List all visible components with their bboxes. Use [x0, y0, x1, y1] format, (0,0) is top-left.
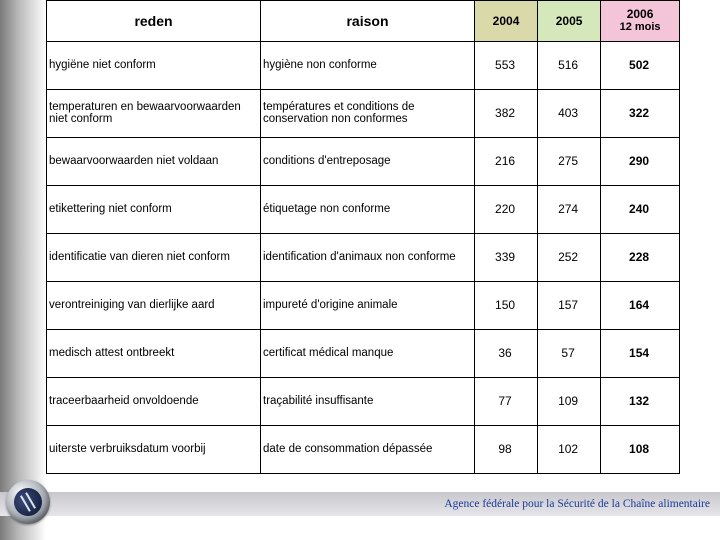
cell-2004: 339 — [475, 233, 538, 281]
table-row: traceerbaarheid onvoldoendetraçabilité i… — [47, 377, 680, 425]
table-header-row: reden raison 2004 2005 2006 12 mois — [47, 1, 680, 42]
cell-reden: traceerbaarheid onvoldoende — [47, 377, 261, 425]
table-body: hygiëne niet conformhygiène non conforme… — [47, 41, 680, 473]
cell-reden: bewaarvoorwaarden niet voldaan — [47, 137, 261, 185]
cell-2004: 553 — [475, 41, 538, 89]
header-2006-sub: 12 mois — [605, 21, 675, 34]
footer-bar: Agence fédérale pour la Sécurité de la C… — [0, 492, 720, 516]
cell-2006: 164 — [601, 281, 680, 329]
cell-2006: 132 — [601, 377, 680, 425]
cell-2005: 57 — [538, 329, 601, 377]
cell-reden: uiterste verbruiksdatum voorbij — [47, 425, 261, 473]
cell-reden: identificatie van dieren niet conform — [47, 233, 261, 281]
cell-2005: 109 — [538, 377, 601, 425]
cell-2004: 216 — [475, 137, 538, 185]
cell-2004: 98 — [475, 425, 538, 473]
table-row: verontreiniging van dierlijke aardimpure… — [47, 281, 680, 329]
footer-text: Agence fédérale pour la Sécurité de la C… — [444, 498, 710, 510]
table-container: reden raison 2004 2005 2006 12 mois hygi… — [46, 0, 720, 474]
cell-reden: medisch attest ontbreekt — [47, 329, 261, 377]
cell-2004: 36 — [475, 329, 538, 377]
reasons-table: reden raison 2004 2005 2006 12 mois hygi… — [46, 0, 680, 474]
cell-2005: 157 — [538, 281, 601, 329]
cell-2005: 102 — [538, 425, 601, 473]
cell-2006: 228 — [601, 233, 680, 281]
cell-2006: 502 — [601, 41, 680, 89]
table-row: hygiëne niet conformhygiène non conforme… — [47, 41, 680, 89]
badge-inner — [9, 483, 47, 521]
header-2006: 2006 12 mois — [601, 1, 680, 42]
header-2004: 2004 — [475, 1, 538, 42]
table-row: bewaarvoorwaarden niet voldaanconditions… — [47, 137, 680, 185]
cell-reden: hygiëne niet conform — [47, 41, 261, 89]
cell-raison: conditions d'entreposage — [261, 137, 475, 185]
cell-reden: verontreiniging van dierlijke aard — [47, 281, 261, 329]
cell-raison: températures et conditions de conservati… — [261, 89, 475, 137]
cell-2006: 290 — [601, 137, 680, 185]
cell-raison: identification d'animaux non conforme — [261, 233, 475, 281]
cell-2005: 274 — [538, 185, 601, 233]
cell-raison: étiquetage non conforme — [261, 185, 475, 233]
cell-2005: 403 — [538, 89, 601, 137]
cell-raison: traçabilité insuffisante — [261, 377, 475, 425]
cell-2004: 382 — [475, 89, 538, 137]
cell-reden: etikettering niet conform — [47, 185, 261, 233]
cell-raison: date de consommation dépassée — [261, 425, 475, 473]
cell-2006: 154 — [601, 329, 680, 377]
table-row: uiterste verbruiksdatum voorbijdate de c… — [47, 425, 680, 473]
cell-2005: 275 — [538, 137, 601, 185]
table-row: temperaturen en bewaarvoorwaarden niet c… — [47, 89, 680, 137]
header-raison: raison — [261, 1, 475, 42]
header-reden: reden — [47, 1, 261, 42]
cell-2004: 220 — [475, 185, 538, 233]
cell-2004: 77 — [475, 377, 538, 425]
left-gradient-strip — [0, 0, 46, 540]
cell-2005: 516 — [538, 41, 601, 89]
cell-2004: 150 — [475, 281, 538, 329]
cell-2005: 252 — [538, 233, 601, 281]
cell-2006: 108 — [601, 425, 680, 473]
cell-2006: 240 — [601, 185, 680, 233]
cell-raison: impureté d'origine animale — [261, 281, 475, 329]
cell-reden: temperaturen en bewaarvoorwaarden niet c… — [47, 89, 261, 137]
header-2006-year: 2006 — [627, 7, 654, 21]
cell-raison: certificat médical manque — [261, 329, 475, 377]
table-row: identificatie van dieren niet conformide… — [47, 233, 680, 281]
cell-2006: 322 — [601, 89, 680, 137]
table-row: medisch attest ontbreektcertificat médic… — [47, 329, 680, 377]
agency-badge-icon — [6, 480, 50, 524]
table-row: etikettering niet conformétiquetage non … — [47, 185, 680, 233]
cell-raison: hygiène non conforme — [261, 41, 475, 89]
header-2005: 2005 — [538, 1, 601, 42]
